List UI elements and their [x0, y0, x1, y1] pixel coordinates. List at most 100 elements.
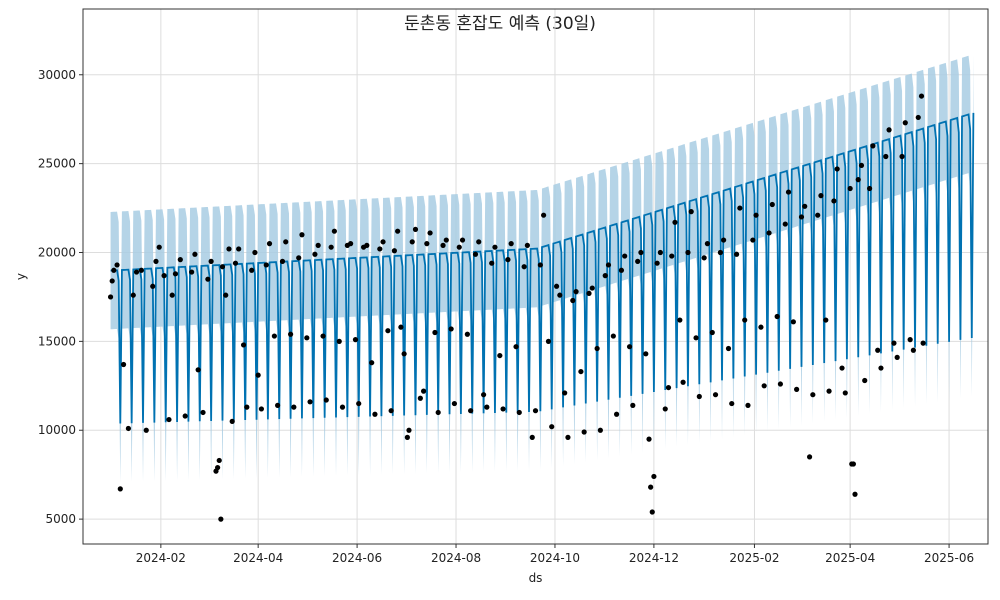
x-tick-label: 2024-10 — [530, 551, 580, 565]
observed-point — [894, 354, 900, 360]
x-tick-label: 2025-04 — [825, 551, 875, 565]
observed-point — [275, 402, 281, 408]
observed-point — [459, 237, 466, 243]
observed-point — [622, 253, 628, 259]
observed-point — [516, 409, 522, 416]
observed-point — [750, 237, 756, 243]
observed-point — [677, 317, 683, 323]
observed-point — [130, 292, 136, 298]
observed-point — [557, 292, 563, 298]
observed-point — [320, 333, 326, 339]
y-tick-label: 20000 — [38, 246, 76, 260]
observed-point — [602, 273, 608, 279]
observed-point — [109, 278, 115, 284]
observed-point — [886, 127, 892, 133]
observed-point — [395, 228, 401, 234]
observed-point — [823, 317, 829, 323]
observed-point — [169, 292, 175, 298]
observed-point — [852, 491, 858, 497]
observed-point — [481, 392, 487, 398]
observed-point — [532, 408, 539, 414]
observed-point — [753, 212, 759, 218]
observed-point — [352, 337, 359, 343]
observed-point — [818, 193, 824, 199]
plot-frame — [82, 8, 989, 545]
observed-point — [369, 360, 375, 366]
y-axis-label: y — [14, 273, 28, 280]
observed-point — [401, 351, 407, 357]
observed-point — [424, 241, 430, 247]
observed-point — [166, 416, 172, 423]
observed-point — [205, 276, 211, 282]
forecast-line — [110, 112, 975, 424]
y-tick-label: 5000 — [45, 512, 76, 526]
observed-point — [219, 264, 226, 270]
observed-point — [725, 345, 732, 352]
observed-point — [826, 388, 832, 394]
observed-point — [858, 162, 865, 169]
observed-point — [508, 241, 514, 247]
observed-point — [448, 326, 454, 332]
observed-point — [910, 347, 916, 353]
observed-point — [323, 397, 329, 403]
observed-point — [915, 114, 921, 121]
observed-point — [150, 283, 156, 289]
observed-point — [216, 457, 222, 464]
observed-point — [774, 313, 780, 320]
observed-point — [594, 345, 600, 352]
x-tick-label: 2024-02 — [136, 551, 186, 565]
observed-point — [850, 461, 856, 467]
observed-point — [802, 203, 808, 209]
observed-point — [279, 258, 286, 264]
observed-point — [138, 267, 144, 273]
observed-points-layer — [107, 93, 926, 522]
observed-point — [537, 262, 543, 268]
observed-point — [218, 516, 224, 522]
observed-point — [742, 317, 748, 323]
observed-point — [500, 406, 506, 412]
observed-point — [630, 402, 636, 408]
observed-point — [223, 292, 229, 298]
observed-point — [258, 406, 265, 412]
observed-point — [688, 209, 694, 215]
observed-point — [855, 177, 861, 183]
observed-point — [734, 251, 740, 257]
observed-point — [712, 392, 719, 398]
observed-point — [709, 329, 715, 336]
observed-point — [635, 258, 641, 264]
observed-point — [766, 230, 772, 236]
chart-title: 둔촌동 혼잡도 예측 (30일) — [404, 14, 596, 34]
y-tick-label: 10000 — [38, 423, 76, 437]
observed-point — [513, 344, 519, 350]
observed-point — [114, 262, 120, 268]
observed-point — [356, 400, 362, 407]
observed-point — [182, 413, 188, 419]
observed-point — [794, 386, 800, 392]
observed-point — [111, 267, 117, 273]
observed-point — [263, 262, 269, 268]
observed-point — [328, 244, 334, 250]
observed-point — [435, 409, 441, 416]
observed-point — [578, 368, 584, 375]
observed-point — [283, 239, 289, 245]
observed-point — [339, 404, 346, 410]
observed-point — [831, 198, 837, 204]
observed-point — [613, 411, 620, 417]
observed-point — [648, 484, 654, 490]
observed-point — [377, 246, 383, 252]
observed-point — [208, 258, 214, 264]
x-tick-label: 2024-04 — [233, 551, 283, 565]
x-axis-label: ds — [529, 571, 543, 585]
observed-point — [388, 408, 394, 414]
observed-point — [562, 390, 568, 396]
observed-point — [899, 153, 905, 160]
observed-point — [696, 393, 702, 400]
observed-point — [156, 244, 162, 250]
observed-point — [529, 434, 535, 440]
observed-point — [638, 249, 644, 256]
observed-point — [549, 424, 555, 430]
observed-point — [404, 434, 410, 440]
observed-point — [646, 436, 652, 442]
observed-point — [440, 242, 446, 248]
